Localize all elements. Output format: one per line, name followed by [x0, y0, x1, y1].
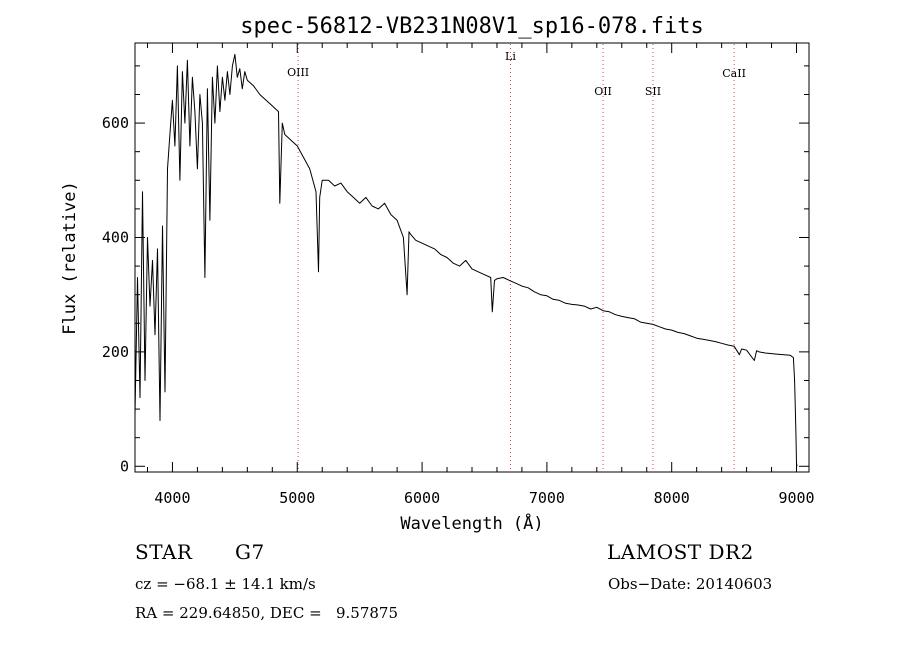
observation-date: Obs−Date: 20140603 — [608, 575, 773, 593]
survey-name: LAMOST DR2 — [607, 540, 754, 564]
y-tick-label: 200 — [102, 343, 129, 361]
axis-ticks: 4000 5000 6000 7000 8000 9000 0 200 400 600 — [102, 43, 815, 507]
y-tick-label: 400 — [102, 228, 129, 246]
x-tick-label: 8000 — [654, 489, 690, 507]
spectrum-series — [134, 53, 798, 467]
line-label-li: Li — [505, 50, 516, 63]
spectral-subclass: G7 — [235, 540, 265, 564]
spectrum-line-0 — [134, 53, 798, 467]
chart-title: spec-56812-VB231N08V1_sp16-078.fits — [240, 14, 704, 39]
line-label-sii: SII — [645, 85, 661, 98]
emission-lines: OIII Li OII SII CaII — [287, 44, 746, 471]
y-tick-label: 0 — [120, 457, 129, 475]
line-label-caii: CaII — [722, 67, 746, 80]
sky-coordinates: RA = 229.64850, DEC = 9.57875 — [135, 604, 399, 622]
x-tick-label: 7000 — [529, 489, 565, 507]
plot-frame — [134, 42, 810, 473]
x-tick-label: 6000 — [404, 489, 440, 507]
x-tick-label: 5000 — [279, 489, 315, 507]
object-type: STAR — [135, 540, 193, 564]
line-label-oiii: OIII — [287, 66, 309, 79]
y-tick-label: 600 — [102, 114, 129, 132]
x-tick-label: 9000 — [778, 489, 814, 507]
redshift-velocity: cz = −68.1 ± 14.1 km/s — [135, 575, 316, 593]
line-label-oii: OII — [594, 85, 612, 98]
x-axis-label: Wavelength (Å) — [400, 512, 543, 534]
x-tick-label: 4000 — [154, 489, 190, 507]
y-axis-label: Flux (relative) — [60, 181, 80, 335]
